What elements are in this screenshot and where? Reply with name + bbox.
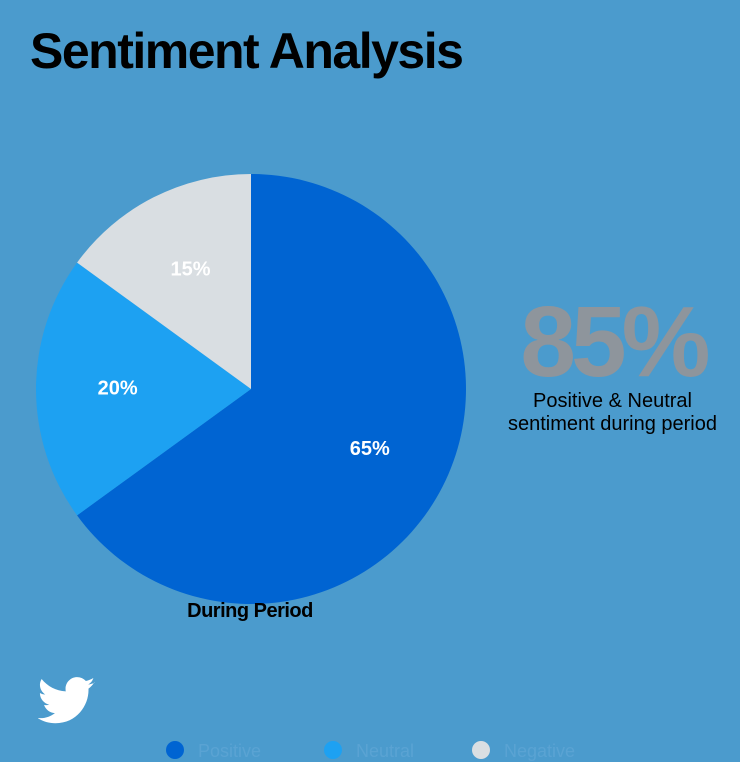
pie-slice-positive: [77, 174, 466, 604]
summary-caption-line-2: sentiment during period: [507, 413, 717, 435]
chart-caption: During Period: [187, 600, 313, 622]
legend-label-neutral: Neutral: [356, 741, 415, 761]
legend-swatch-positive: [166, 741, 184, 759]
pie-label-neutral: 20%: [98, 377, 138, 399]
pie-labels: 65% 20% 15%: [98, 259, 390, 460]
pie-slice-negative: [77, 174, 252, 389]
pie-label-negative: 15%: [170, 259, 210, 281]
legend-label-negative: Negative: [504, 741, 576, 761]
page-title: Sentiment Analysis: [30, 23, 464, 79]
summary-caption-line-1: Positive & Neutral: [533, 390, 692, 412]
legend-swatch-negative: [472, 741, 490, 759]
legend-label-positive: Positive: [198, 741, 262, 761]
summary-caption: Positive & Neutral sentiment during peri…: [485, 390, 740, 436]
summary-percentage: 85%: [520, 286, 710, 398]
pie-slice-neutral: [35, 262, 251, 516]
twitter-bird-icon: [38, 677, 96, 724]
pie-slices: [35, 174, 466, 604]
pie-label-positive: 65%: [350, 438, 390, 460]
legend-swatch-neutral: [324, 741, 342, 759]
